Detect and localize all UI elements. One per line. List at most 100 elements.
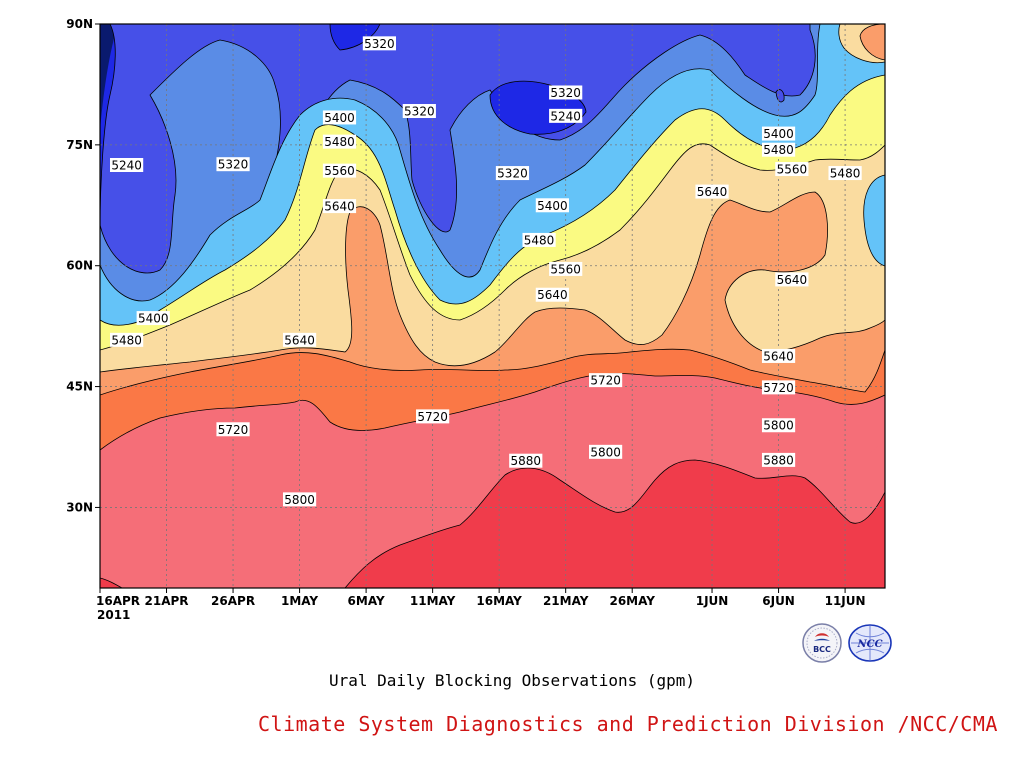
contour-label-text: 5480 (763, 143, 794, 157)
contour-label: 5320 (549, 85, 583, 100)
contour-label-bg (322, 134, 357, 149)
contour-label-bg (761, 380, 796, 395)
contour-label-bg (282, 492, 317, 507)
contour-label: 5720 (416, 409, 450, 424)
contour-label: 5800 (761, 418, 796, 433)
contour-label-text: 5400 (763, 127, 794, 141)
contour-label-bg (362, 36, 397, 51)
x-tick-label: 1MAY (281, 594, 318, 608)
contour-label-text: 5320 (404, 105, 435, 119)
contour-label-text: 5400 (138, 312, 169, 326)
contour-label: 5240 (110, 158, 144, 173)
contour-label: 5560 (549, 261, 583, 276)
contour-label-bg (761, 348, 796, 363)
contour-label-bg (110, 332, 144, 347)
contour-label: 5480 (828, 166, 862, 181)
x-tick-label: 21MAY (543, 594, 589, 608)
contour-label-bg (761, 126, 796, 141)
x-axis: 16APR 21APR 26APR 1MAY 6MAY 11MAY 16MAY 21MAY 26… (96, 588, 866, 608)
contour-fills (100, 24, 885, 588)
contour-label-text: 5800 (763, 419, 794, 433)
chart-title: Ural Daily Blocking Observations (gpm) (328, 671, 696, 690)
contour-label-text: 5560 (777, 163, 808, 177)
contour-label-text: 5800 (590, 445, 621, 459)
x-year-label: 2011 (97, 608, 130, 622)
contour-label: 5240 (549, 108, 583, 123)
contour-label: 5400 (322, 110, 357, 125)
contour-label-bg (549, 261, 583, 276)
contour-label-bg (828, 166, 862, 181)
contour-label-text: 5800 (284, 493, 315, 507)
contour-label: 5640 (322, 199, 357, 214)
bcc-logo: BCC (802, 623, 842, 663)
x-tick-label: 11JUN (825, 594, 866, 608)
contour-label: 5480 (761, 142, 796, 157)
contour-label-text: 5640 (324, 200, 355, 214)
y-tick-label: 90N (66, 17, 93, 31)
contour-label-text: 5400 (324, 111, 355, 125)
contour-label-text: 5240 (111, 159, 142, 173)
x-tick-label: 21APR (145, 594, 189, 608)
contour-label-text: 5240 (550, 109, 581, 123)
contour-label: 5400 (535, 198, 569, 213)
y-tick-label: 60N (66, 259, 93, 273)
x-tick-label: 11MAY (410, 594, 456, 608)
contour-label-bg (322, 110, 357, 125)
contour-label: 5800 (282, 492, 317, 507)
contour-label-bg (136, 311, 170, 326)
contour-label: 5720 (761, 380, 796, 395)
contour-label-bg (588, 373, 623, 388)
contour-label: 5320 (216, 157, 250, 172)
contour-label: 5800 (588, 444, 623, 459)
contour-labels: 5240 5320 5320 5320 5320 5240 5320 5400 5400 5400… (110, 36, 862, 507)
contour-label: 5640 (761, 348, 796, 363)
contour-label-text: 5400 (537, 199, 568, 213)
contour-label: 5880 (761, 452, 796, 467)
contour-label-text: 5560 (324, 164, 355, 178)
contour-label-text: 5720 (763, 381, 794, 395)
contour-label-text: 5480 (324, 135, 355, 149)
contour-label-bg (775, 162, 809, 177)
x-tick-label: 6JUN (762, 594, 795, 608)
contour-label-bg (535, 198, 569, 213)
contour-label: 5640 (282, 332, 317, 347)
contour-label: 5480 (522, 232, 556, 247)
contour-label-bg (695, 184, 729, 199)
contour-label-text: 5720 (218, 423, 249, 437)
contour-label-bg (495, 166, 530, 181)
contour-label-bg (549, 85, 583, 100)
contour-label: 5320 (495, 166, 530, 181)
y-tick-label: 75N (66, 138, 93, 152)
contour-label-bg (322, 163, 357, 178)
x-tick-label: 16MAY (476, 594, 522, 608)
closed-contour-north-may (329, 24, 381, 51)
contour-label-text: 5720 (417, 410, 448, 424)
x-tick-label: 26APR (211, 594, 255, 608)
contour-label-bg (282, 332, 317, 347)
contour-label-bg (761, 142, 796, 157)
contour-label: 5560 (775, 162, 809, 177)
grid-lines (100, 24, 885, 588)
contour-label-text: 5320 (218, 158, 249, 172)
band-gt5880-corner (100, 577, 123, 588)
contour-label: 5720 (216, 422, 250, 437)
plot-frame (99, 23, 886, 589)
contour-label-text: 5880 (763, 453, 794, 467)
credit-line: Climate System Diagnostics and Predictio… (258, 712, 998, 736)
contour-label: 5480 (322, 134, 357, 149)
contour-label-text: 5640 (777, 273, 808, 287)
contour-label-text: 5640 (537, 288, 568, 302)
contour-label: 5640 (775, 272, 809, 287)
contour-label-bg (216, 157, 250, 172)
x-tick-label: 26MAY (609, 594, 655, 608)
contour-label-bg (761, 452, 796, 467)
contour-label-bg (549, 108, 583, 123)
contour-label-bg (761, 418, 796, 433)
closed-contour-5480-jun (863, 174, 885, 267)
contour-label-bg (416, 409, 450, 424)
contour-label-bg (535, 287, 569, 302)
closed-contour-jun (775, 89, 785, 103)
x-tick-label: 1JUN (696, 594, 729, 608)
contour-label: 5320 (402, 104, 436, 119)
